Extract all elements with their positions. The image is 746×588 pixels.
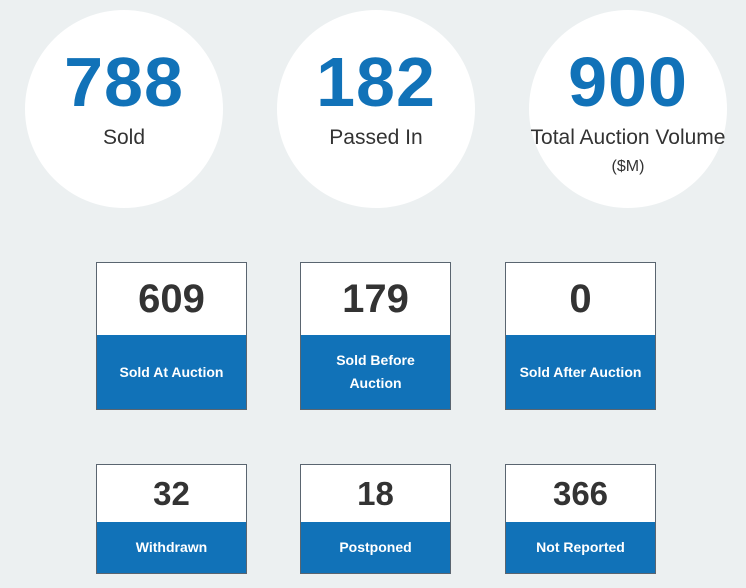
stat-card-sold-at-auction: 609 Sold At Auction bbox=[96, 262, 247, 410]
stat-label: Sold Before Auction bbox=[336, 352, 415, 391]
stat-card-sold-after-auction: 0 Sold After Auction bbox=[505, 262, 656, 410]
stat-label: Sold At Auction bbox=[119, 363, 224, 380]
sold-circle: 788 Sold bbox=[25, 10, 223, 208]
sold-label: Sold bbox=[102, 126, 146, 149]
total-volume-value: 900 bbox=[568, 43, 688, 121]
stat-card-not-reported: 366 Not Reported bbox=[505, 464, 656, 574]
stat-label: Withdrawn bbox=[135, 539, 208, 555]
stat-label: Postponed bbox=[339, 539, 412, 555]
sold-count: 788 bbox=[64, 43, 184, 121]
stat-value: 179 bbox=[301, 263, 450, 335]
stat-label: Sold After Auction bbox=[519, 363, 642, 380]
total-volume-label-wrap: Total Auction Volume ($M) bbox=[529, 124, 727, 180]
total-volume-label: Total Auction Volume bbox=[530, 126, 726, 149]
passed-in-circle: 182 Passed In bbox=[277, 10, 475, 208]
stat-card-postponed: 18 Postponed bbox=[300, 464, 451, 574]
stat-value: 32 bbox=[97, 465, 246, 522]
stat-value: 18 bbox=[301, 465, 450, 522]
total-volume-circle: 900 Total Auction Volume ($M) bbox=[529, 10, 727, 208]
passed-in-label: Passed In bbox=[329, 126, 423, 149]
total-volume-unit: ($M) bbox=[611, 158, 645, 175]
stat-card-sold-before-auction: 179 Sold Before Auction bbox=[300, 262, 451, 410]
stat-label: Not Reported bbox=[536, 539, 625, 555]
stat-value: 366 bbox=[506, 465, 655, 522]
passed-in-count: 182 bbox=[316, 43, 436, 121]
stat-value: 0 bbox=[506, 263, 655, 335]
stat-card-withdrawn: 32 Withdrawn bbox=[96, 464, 247, 574]
stat-value: 609 bbox=[97, 263, 246, 335]
